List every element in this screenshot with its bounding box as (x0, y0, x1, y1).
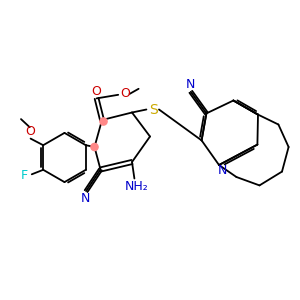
Text: S: S (149, 103, 158, 116)
Circle shape (91, 143, 98, 151)
Text: N: N (218, 164, 227, 177)
Text: O: O (91, 85, 101, 98)
Text: O: O (120, 87, 130, 100)
Text: O: O (25, 124, 34, 138)
Circle shape (100, 118, 107, 125)
Text: F: F (21, 169, 28, 182)
Text: N: N (186, 78, 196, 91)
Text: NH₂: NH₂ (124, 180, 148, 193)
Text: N: N (81, 192, 90, 205)
